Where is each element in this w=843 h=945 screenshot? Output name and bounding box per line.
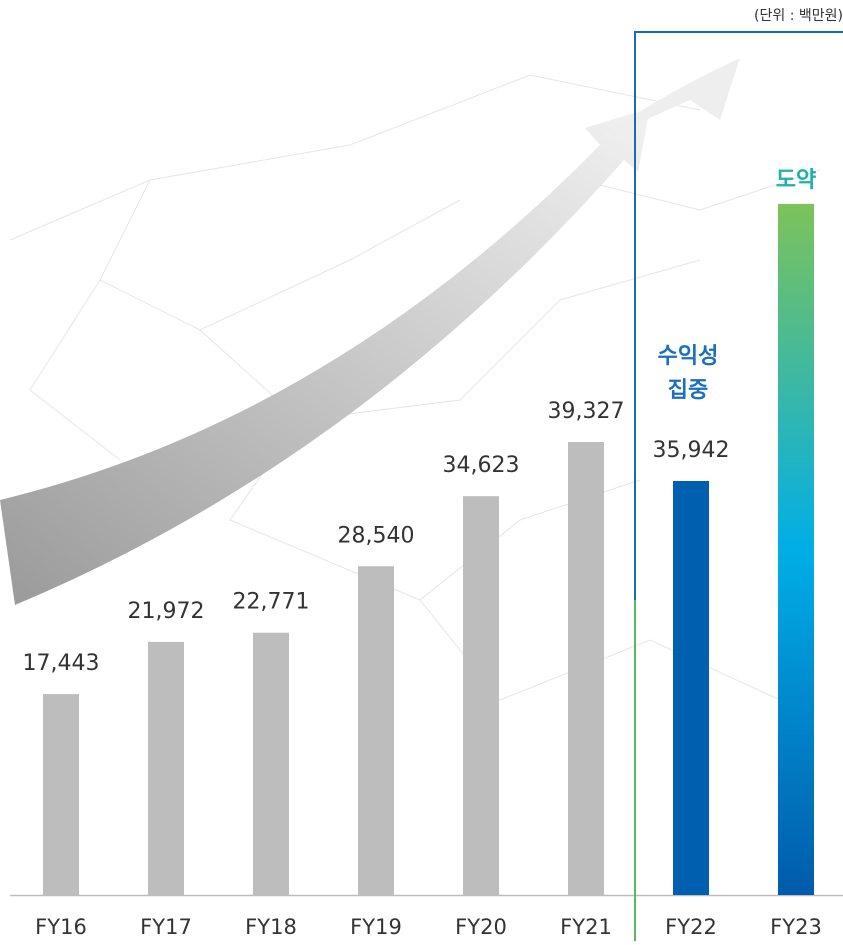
growth-arrow [0,108,650,605]
x-tick-label: FY23 [770,915,822,939]
x-tick-label: FY16 [35,915,87,939]
x-tick-label: FY18 [245,915,297,939]
value-label: 28,540 [338,523,415,548]
annotation: 수익성 [658,344,719,369]
value-label: 22,771 [233,590,310,615]
x-tick-label: FY22 [665,915,717,939]
x-tick-label: FY17 [140,915,192,939]
annotation: 도약 [776,168,816,193]
bar [568,442,604,895]
bar [253,633,289,895]
x-tick-label: FY19 [350,915,402,939]
bar [463,496,499,895]
x-tick-label: FY21 [560,915,612,939]
value-label: 21,972 [128,599,205,624]
value-label: 35,942 [653,438,730,463]
value-label: 34,623 [443,453,520,478]
bar [148,642,184,895]
bar [358,566,394,895]
annotation: 집중 [668,378,708,403]
growth-arrow-head [600,58,740,140]
x-tick-label: FY20 [455,915,507,939]
bar [43,694,79,895]
unit-note: (단위 : 백만원) [754,8,843,24]
value-label: 17,443 [23,651,100,676]
bar [673,481,709,895]
value-label: 39,327 [548,399,625,424]
bar [778,204,814,895]
